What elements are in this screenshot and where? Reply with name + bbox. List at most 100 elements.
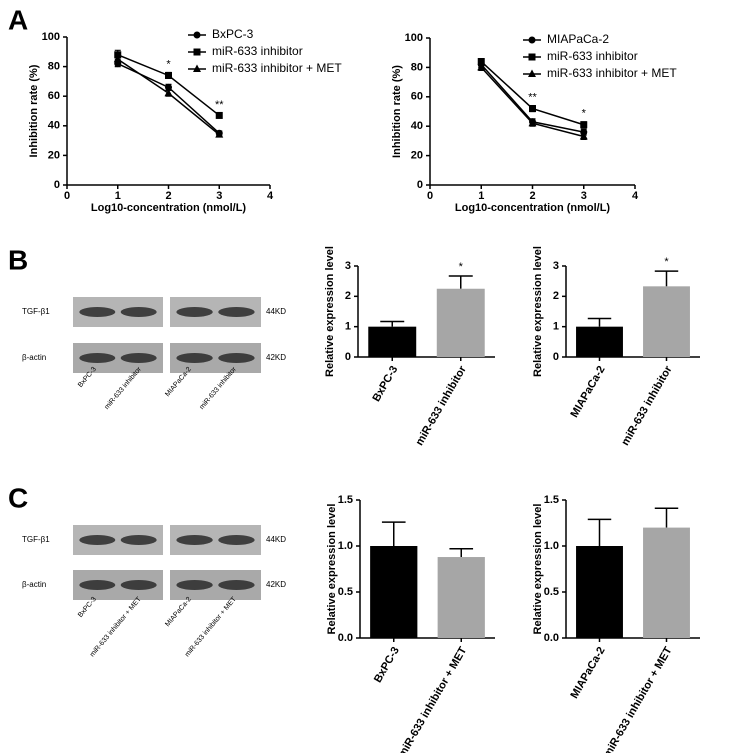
blot-band [79,307,116,317]
size-label: 42KD [266,580,286,589]
y-tick-label: 0 [553,351,559,363]
x-axis-label: Log10-concentration (nmol/L) [91,202,247,214]
error-bar [587,317,612,327]
size-label: 42KD [266,353,286,362]
y-tick-label: 2 [553,290,559,302]
y-tick-label: 40 [48,120,60,132]
annotation: ** [215,99,224,111]
error-bar [587,518,612,546]
blot-band [176,353,213,363]
y-tick-label: 1.0 [544,540,559,552]
x-tick-label: 4 [267,190,274,202]
error-bar [380,320,405,327]
y-tick-label: 0.5 [338,586,353,598]
marker [215,111,223,119]
legend-label: miR-633 inhibitor + MET [212,61,342,75]
x-tick-label: miR-633 inhibitor + MET [601,645,674,753]
x-tick-label: BxPC-3 [372,645,402,685]
x-tick-label: 3 [581,190,587,202]
bar [368,326,417,357]
blot-band [120,353,157,363]
blot-band [218,535,255,545]
x-axis-label: Log10-concentration (nmol/L) [455,202,611,214]
y-tick-label: 0.5 [544,586,559,598]
error-bar [448,275,473,289]
blot-band [176,535,213,545]
bar [643,286,690,357]
x-tick-label: miR-633 inhibitor [619,363,675,447]
legend-label: MIAPaCa-2 [547,32,609,46]
blot-band [218,307,255,317]
x-tick-label: MIAPaCa-2 [568,364,607,420]
x-tick-label: MIAPaCa-2 [568,645,607,701]
annotation: * [664,256,669,268]
x-tick-label: 2 [165,190,171,202]
blot-band [79,353,116,363]
panel-letter: B [8,244,28,275]
protein-label: β-actin [22,353,46,362]
legend-label: miR-633 inhibitor + MET [547,66,677,80]
panel-letter: A [8,4,28,35]
protein-label: TGF-β1 [22,535,50,544]
y-tick-label: 80 [48,61,60,73]
y-tick-label: 1.5 [544,494,559,506]
y-tick-label: 3 [553,260,559,272]
marker [164,88,173,97]
panel-letter: C [8,482,28,513]
bar [576,326,623,357]
y-tick-label: 20 [48,149,60,161]
y-tick-label: 2 [345,290,351,302]
marker [193,64,201,72]
y-tick-label: 60 [48,90,60,102]
y-tick-label: 0.0 [338,632,353,644]
marker [580,121,588,129]
blot-band [218,580,255,590]
blot-band [176,307,213,317]
x-tick-label: 0 [427,190,433,202]
y-axis-label: Relative expression level [532,504,544,635]
x-tick-label: BxPC-3 [370,364,400,404]
blot-band [218,353,255,363]
protein-label: TGF-β1 [22,307,50,316]
marker [193,31,201,39]
error-bar [381,521,406,546]
bar [436,288,485,357]
y-axis-label: Inhibition rate (%) [28,64,40,157]
marker [528,69,536,77]
y-tick-label: 80 [411,61,423,73]
marker [528,36,536,44]
y-axis-label: Inhibition rate (%) [391,65,403,158]
size-label: 44KD [266,307,286,316]
x-tick-label: 0 [64,190,70,202]
legend-label: BxPC-3 [212,27,254,41]
y-tick-label: 1 [345,321,351,333]
marker [528,118,537,127]
marker [165,71,172,79]
lane-label: miR-633 inhibitor + MET [184,595,238,658]
y-tick-label: 1 [553,321,559,333]
blot-band [120,535,157,545]
annotation: * [166,58,171,70]
bar [370,546,418,638]
legend-label: miR-633 inhibitor [547,49,638,63]
annotation: * [459,261,464,273]
y-tick-label: 40 [411,120,423,132]
x-tick-label: 1 [115,190,121,202]
x-tick-label: miR-633 inhibitor + MET [396,645,469,753]
marker [579,131,588,140]
y-axis-label: Relative expression level [324,246,336,377]
blot-band [176,580,213,590]
x-tick-label: 2 [529,190,535,202]
marker [528,53,536,61]
annotation: * [582,108,587,120]
blot-band [120,307,157,317]
blot-band [79,580,116,590]
y-tick-label: 1.0 [338,540,353,552]
y-axis-label: Relative expression level [326,504,338,635]
y-tick-label: 60 [411,91,423,103]
marker [215,130,224,138]
marker [165,83,172,91]
x-tick-label: miR-633 inhibitor [414,363,470,447]
blot-band [79,535,116,545]
